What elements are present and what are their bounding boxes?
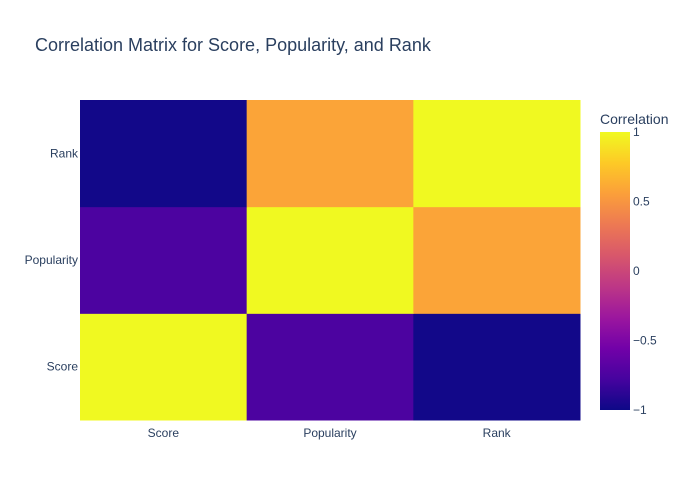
y-axis-tick-labels: Score Popularity Rank [25, 146, 79, 373]
colorbar-tick-label: 1 [633, 125, 640, 139]
heatmap-cell-score-popularity [246, 313, 414, 421]
colorbar-tick-label: 0.5 [633, 195, 650, 209]
y-tick-label: Popularity [25, 253, 78, 267]
heatmap-cell-popularity-rank [413, 206, 581, 314]
y-tick-label: Score [47, 360, 79, 374]
heatmap-cell-rank-score [80, 100, 248, 208]
heatmap-cells [80, 100, 581, 421]
heatmap-cell-rank-rank [413, 100, 581, 208]
colorbar-gradient [600, 132, 630, 410]
heatmap-cell-score-rank [413, 313, 581, 421]
heatmap-cell-popularity-score [80, 206, 248, 314]
colorbar-tick-label: −0.5 [633, 334, 657, 348]
heatmap-cell-rank-popularity [246, 100, 414, 208]
x-axis-tick-labels: Score Popularity Rank [148, 426, 512, 440]
colorbar-tick-label: −1 [633, 403, 647, 417]
chart-title: Correlation Matrix for Score, Popularity… [35, 35, 432, 55]
colorbar-title: Correlation [600, 111, 668, 127]
x-tick-label: Score [148, 426, 180, 440]
x-tick-label: Rank [483, 426, 512, 440]
heatmap-cell-popularity-popularity [246, 206, 414, 314]
colorbar-ticks: 1 0.5 0 −0.5 −1 [633, 125, 657, 417]
colorbar-tick-label: 0 [633, 264, 640, 278]
colorbar: Correlation 1 0.5 0 −0.5 −1 [600, 111, 668, 417]
heatmap-cell-score-score [80, 313, 248, 421]
x-tick-label: Popularity [303, 426, 356, 440]
y-tick-label: Rank [50, 146, 79, 160]
